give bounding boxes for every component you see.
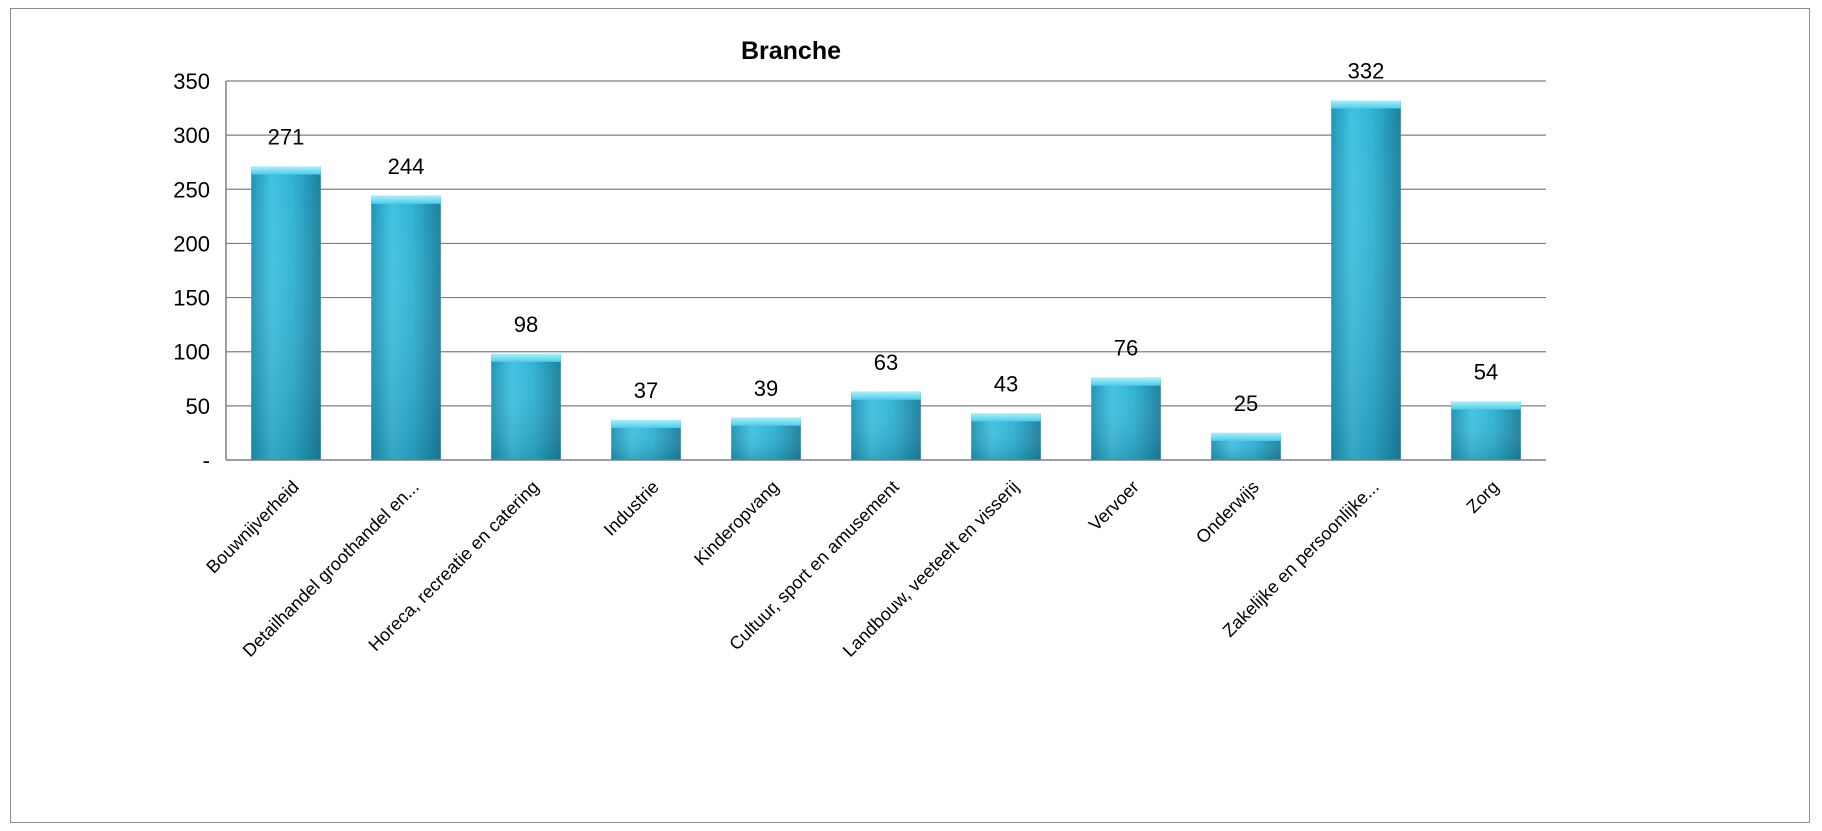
bar-top-bevel: [1211, 432, 1281, 441]
bar: [611, 419, 681, 460]
data-label: 271: [268, 125, 305, 150]
data-label: 43: [994, 371, 1018, 396]
bar-shade: [1331, 100, 1401, 461]
y-tick-label: 350: [173, 69, 210, 94]
bar-top-bevel: [1091, 377, 1161, 386]
category-label: Industrie: [600, 477, 663, 540]
bar-shade: [251, 166, 321, 460]
category-label: Onderwijs: [1192, 477, 1263, 548]
bar: [371, 195, 441, 461]
category-label: Bouwnijverheid: [202, 477, 302, 577]
bar-top-bevel: [731, 417, 801, 426]
bar-top-bevel: [971, 413, 1041, 422]
data-labels: 271 244 98 37 39 63 43 76 25 332 54: [268, 58, 1499, 415]
bar: [1091, 377, 1161, 460]
bar-top-bevel: [251, 166, 321, 175]
data-label: 332: [1348, 58, 1385, 83]
bar-top-bevel: [491, 353, 561, 362]
bar-shade: [491, 353, 561, 460]
y-tick-label: 300: [173, 123, 210, 148]
y-tick-label: 200: [173, 231, 210, 256]
data-label: 98: [514, 312, 538, 337]
y-tick-label: 50: [186, 394, 210, 419]
data-label: 63: [874, 350, 898, 375]
bar: [971, 413, 1041, 460]
y-tick-label: 100: [173, 340, 210, 365]
data-label: 76: [1114, 336, 1138, 361]
bars: [251, 100, 1521, 461]
chart-frame: Branche - 50 100 150 200 250 300 350 271 244 98 37…: [10, 8, 1810, 823]
branche-bar-chart: Branche - 50 100 150 200 250 300 350 271 244 98 37…: [173, 37, 1546, 661]
bar: [851, 391, 921, 460]
category-label: Kinderopvang: [690, 477, 783, 570]
category-label: Vervoer: [1085, 477, 1143, 535]
bar-shade: [851, 391, 921, 460]
y-axis-tick-labels: - 50 100 150 200 250 300 350: [173, 69, 210, 473]
y-tick-label: 150: [173, 286, 210, 311]
gridlines: [226, 80, 1546, 407]
category-label: Zorg: [1463, 477, 1503, 517]
data-label: 37: [634, 378, 658, 403]
data-label: 244: [388, 154, 425, 179]
bar: [251, 166, 321, 460]
bar-top-bevel: [1331, 100, 1401, 109]
bar-shade: [1451, 401, 1521, 460]
bar-top-bevel: [851, 391, 921, 400]
data-label: 54: [1474, 360, 1498, 385]
bar-shade: [1091, 377, 1161, 460]
bar-top-bevel: [611, 419, 681, 428]
y-tick-label: 250: [173, 177, 210, 202]
data-label: 25: [1234, 391, 1258, 416]
bar-top-bevel: [371, 195, 441, 204]
chart-title: Branche: [741, 37, 841, 65]
bar: [491, 353, 561, 460]
y-tick-label: -: [203, 448, 210, 473]
bar: [1451, 401, 1521, 460]
data-label: 39: [754, 376, 778, 401]
bar: [731, 417, 801, 460]
bar-top-bevel: [1451, 401, 1521, 410]
bar: [1211, 432, 1281, 460]
bar: [1331, 100, 1401, 461]
bar-shade: [371, 195, 441, 461]
